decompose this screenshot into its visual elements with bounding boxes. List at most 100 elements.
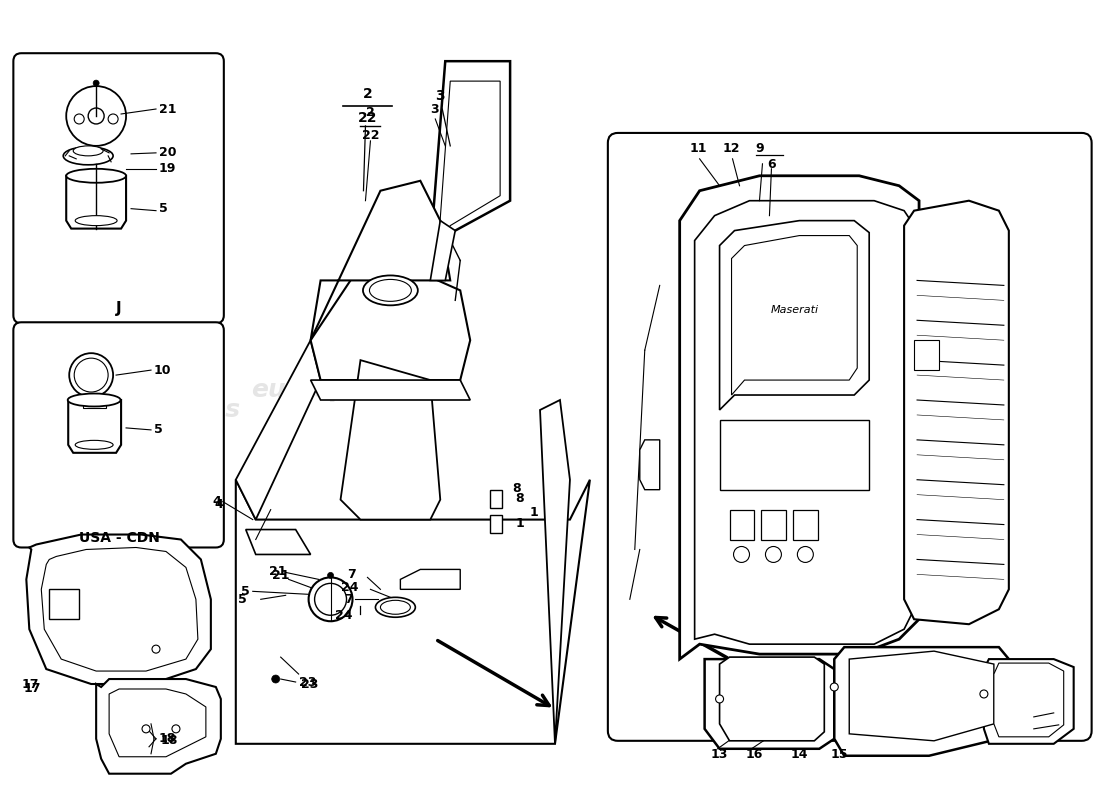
Polygon shape — [68, 400, 121, 453]
Text: 24: 24 — [336, 609, 352, 622]
Text: 11: 11 — [690, 142, 707, 155]
Text: 21: 21 — [160, 102, 176, 115]
Ellipse shape — [75, 216, 117, 226]
Text: 17: 17 — [21, 678, 38, 690]
Polygon shape — [84, 400, 106, 408]
Ellipse shape — [363, 275, 418, 306]
Circle shape — [980, 690, 988, 698]
Text: 22: 22 — [362, 130, 380, 142]
Text: 23: 23 — [298, 675, 316, 689]
Text: 5: 5 — [154, 423, 163, 436]
Circle shape — [108, 114, 118, 124]
Polygon shape — [42, 547, 198, 671]
Text: 21: 21 — [268, 565, 286, 578]
Ellipse shape — [381, 600, 410, 614]
Text: 3: 3 — [430, 102, 439, 115]
Circle shape — [69, 353, 113, 397]
Text: 1: 1 — [515, 517, 524, 530]
Text: USA - CDN: USA - CDN — [79, 530, 160, 545]
Polygon shape — [235, 480, 590, 744]
Text: 5: 5 — [160, 202, 167, 215]
Ellipse shape — [75, 440, 113, 450]
Text: 2: 2 — [363, 87, 372, 101]
Text: eurospares: eurospares — [711, 418, 869, 442]
Polygon shape — [310, 181, 450, 340]
Polygon shape — [793, 510, 818, 539]
Text: 7: 7 — [343, 593, 352, 606]
Polygon shape — [719, 221, 869, 410]
Polygon shape — [235, 340, 320, 519]
Circle shape — [798, 546, 813, 562]
FancyBboxPatch shape — [13, 322, 223, 547]
Polygon shape — [705, 659, 834, 749]
Circle shape — [766, 546, 781, 562]
Text: 23: 23 — [300, 678, 318, 690]
Circle shape — [152, 645, 160, 653]
FancyBboxPatch shape — [608, 133, 1091, 741]
Polygon shape — [834, 647, 1009, 756]
Circle shape — [734, 546, 749, 562]
Polygon shape — [245, 530, 310, 554]
Polygon shape — [109, 689, 206, 757]
Text: J: J — [117, 301, 122, 316]
Circle shape — [94, 80, 99, 86]
Polygon shape — [694, 201, 914, 644]
Text: 24: 24 — [341, 581, 359, 594]
Circle shape — [74, 114, 85, 124]
Polygon shape — [849, 651, 994, 741]
Polygon shape — [983, 659, 1074, 744]
Polygon shape — [729, 510, 755, 539]
Circle shape — [272, 675, 279, 683]
Text: 19: 19 — [160, 162, 176, 175]
Polygon shape — [96, 679, 221, 774]
Ellipse shape — [63, 147, 113, 165]
Polygon shape — [994, 663, 1064, 737]
Polygon shape — [310, 380, 470, 400]
Text: 16: 16 — [746, 748, 763, 762]
Text: 15: 15 — [830, 748, 848, 762]
Circle shape — [315, 583, 346, 615]
Circle shape — [172, 725, 180, 733]
Polygon shape — [491, 490, 502, 508]
Text: eurospares: eurospares — [81, 398, 240, 422]
Polygon shape — [50, 590, 79, 619]
Text: 3: 3 — [436, 89, 444, 103]
Circle shape — [142, 725, 150, 733]
Ellipse shape — [370, 279, 411, 302]
Text: 22: 22 — [358, 111, 377, 125]
Text: eurospares: eurospares — [252, 378, 409, 402]
Text: 4: 4 — [214, 498, 223, 511]
FancyBboxPatch shape — [13, 54, 223, 323]
Text: 5: 5 — [239, 593, 248, 606]
Polygon shape — [732, 235, 857, 395]
Circle shape — [328, 572, 333, 578]
Polygon shape — [400, 570, 460, 590]
Text: Maserati: Maserati — [770, 306, 818, 315]
Text: 17: 17 — [23, 682, 41, 695]
Polygon shape — [310, 250, 470, 380]
Polygon shape — [491, 514, 502, 533]
Text: 18: 18 — [161, 734, 178, 747]
Polygon shape — [26, 534, 211, 684]
Circle shape — [309, 578, 352, 622]
Text: 14: 14 — [791, 748, 808, 762]
Text: 7: 7 — [346, 568, 355, 581]
Text: 6: 6 — [768, 158, 777, 171]
Text: 1: 1 — [530, 506, 539, 519]
Circle shape — [66, 86, 126, 146]
Polygon shape — [430, 221, 455, 281]
Polygon shape — [540, 400, 570, 744]
Text: 18: 18 — [160, 732, 176, 746]
Text: 21: 21 — [272, 569, 289, 582]
Polygon shape — [719, 420, 869, 490]
Text: 20: 20 — [160, 146, 176, 159]
Ellipse shape — [375, 598, 416, 618]
Polygon shape — [66, 176, 126, 229]
Text: 10: 10 — [154, 364, 172, 377]
Circle shape — [830, 683, 838, 691]
Polygon shape — [914, 340, 939, 370]
Circle shape — [74, 358, 108, 392]
Circle shape — [716, 695, 724, 703]
Polygon shape — [640, 440, 660, 490]
Text: 8: 8 — [513, 482, 520, 495]
